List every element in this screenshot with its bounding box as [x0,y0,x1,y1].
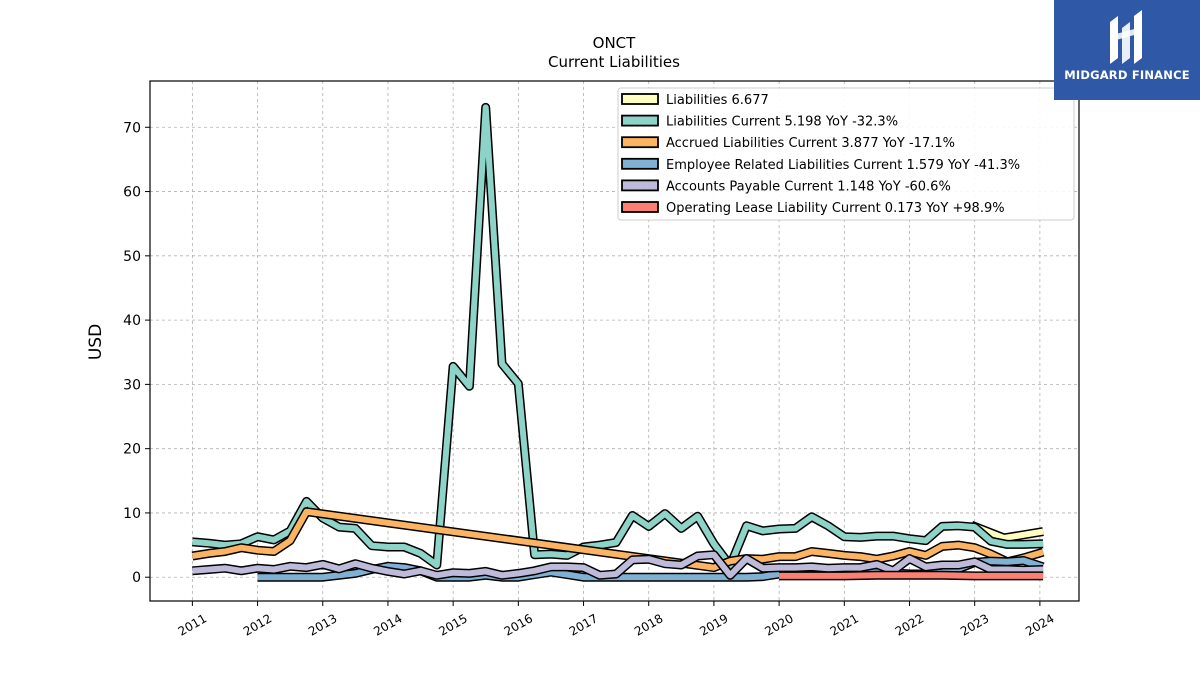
chart-title: Current Liabilities [548,53,680,71]
x-tick-label: 2018 [632,611,665,638]
legend-label: Accounts Payable Current 1.148 YoY -60.6… [666,179,951,194]
chart-ticker: ONCT [593,34,637,52]
x-tick-label: 2016 [502,611,535,638]
y-tick-label: 60 [123,185,141,201]
legend-swatch [621,179,659,192]
legend-label: Accrued Liabilities Current 3.877 YoY -1… [666,136,955,151]
x-tick-label: 2020 [762,611,795,638]
x-tick-label: 2011 [176,611,209,638]
y-tick-label: 10 [123,506,141,522]
x-tick-label: 2012 [241,611,274,638]
y-tick-label: 30 [123,377,141,393]
x-tick-label: 2015 [436,611,469,638]
legend-swatch [621,93,659,105]
y-tick-label: 50 [123,249,141,265]
legend-box [617,87,1075,221]
y-tick-label: 20 [123,442,141,458]
series-line-accounts-payable-current [192,551,1044,579]
series-lines [191,102,1045,582]
legend-swatch [621,157,659,170]
x-tick-label: 2021 [828,611,861,638]
series-line-accrued-liabilities-current [191,508,1044,571]
x-tick-label: 2022 [893,611,926,638]
legend-label: Employee Related Liabilities Current 1.5… [666,158,1020,173]
legend: Liabilities 6.677 Liabilities Current 5.1… [617,87,1075,221]
x-tick-label: 2024 [1023,611,1056,638]
y-tick-label: 0 [132,570,141,586]
x-tick-label: 2023 [958,611,991,638]
legend-swatch [621,114,659,127]
legend-label: Liabilities 6.677 [666,93,769,108]
y-axis: 0 10 20 30 40 50 60 70 [123,120,150,586]
legend-label: Operating Lease Liability Current 0.173 … [666,201,1005,216]
brand-logo: MIDGARD FINANCE [1054,0,1200,100]
legend-swatch [621,201,659,213]
x-tick-label: 2017 [567,611,600,638]
x-tick-label: 2019 [697,611,730,638]
midgard-logo-icon [1110,10,1142,64]
y-tick-label: 70 [123,120,141,136]
x-tick-label: 2013 [306,611,339,638]
series-line-operating-lease-liability-current [779,572,1044,579]
legend-label: Liabilities Current 5.198 YoY -32.3% [666,115,898,130]
y-tick-label: 40 [123,313,141,329]
brand-name: MIDGARD FINANCE [1064,68,1190,82]
y-axis-label: USD [86,324,106,360]
x-axis: 2011 2012 2013 2014 2015 2016 2017 2018 2019 2020… [176,601,1057,639]
series-line-liabilities-current [192,104,1044,569]
legend-swatch [621,136,659,149]
x-tick-label: 2014 [371,611,404,638]
plot-frame [149,80,1080,602]
